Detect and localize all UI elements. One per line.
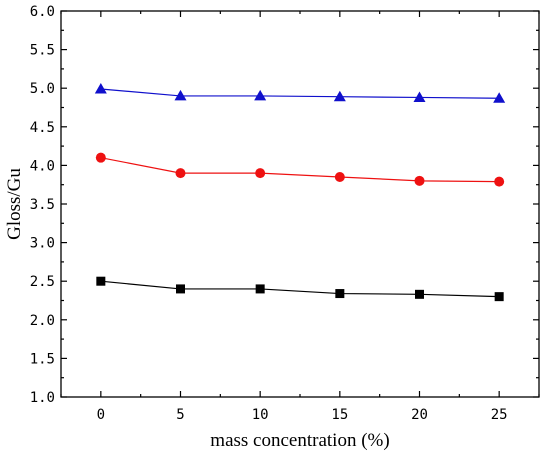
series-circle [95,152,505,187]
data-point-square [415,289,424,299]
x-tick-label: 5 [176,407,184,423]
data-point-circle [494,176,505,187]
series-square [96,276,504,302]
data-point-triangle [493,92,506,103]
y-tick-label: 5.0 [30,81,55,97]
data-point-square [96,276,106,286]
y-tick-label: 4.0 [30,158,55,174]
data-point-triangle [413,91,426,102]
x-tick-label: 15 [331,407,348,423]
y-tick-label: 1.0 [30,390,55,406]
data-point-square [335,289,345,299]
series-line [100,280,500,298]
y-tick-label: 2.5 [30,274,55,290]
data-point-circle [255,168,266,179]
ticks: 1.0 1.5 2.0 2.5 3.0 3.5 4.0 4.5 5.0 5.5 6.0 0 5 10 15 2… [30,4,540,423]
plot-frame [60,10,540,398]
y-axis-title: Gloss/Gu [4,168,25,240]
series-layer [94,82,506,302]
data-point-square [255,284,265,294]
data-point-circle [334,171,345,182]
x-axis-title: mass concentration (%) [210,430,389,451]
x-tick-label: 25 [491,407,508,423]
data-point-triangle [94,82,107,94]
y-tick-label: 1.5 [30,351,55,367]
y-tick-label: 3.0 [30,236,55,252]
data-point-circle [95,152,106,163]
series-line [100,157,500,183]
y-tick-label: 6.0 [30,4,55,20]
y-tick-label: 4.5 [30,120,55,136]
data-point-triangle [333,90,346,102]
data-point-triangle [174,89,187,101]
x-tick-label: 0 [97,407,105,423]
series-triangle [94,82,506,103]
data-point-square [494,292,504,302]
data-point-triangle [254,89,267,101]
data-point-square [176,284,185,294]
y-tick-label: 5.5 [30,43,55,59]
data-point-circle [414,175,425,186]
series-line [100,88,500,99]
axes [60,10,540,398]
x-tick-label: 20 [411,407,428,423]
y-tick-label: 3.5 [30,197,55,213]
x-tick-label: 10 [252,407,269,423]
data-point-circle [175,168,186,179]
y-tick-label: 2.0 [30,313,55,329]
